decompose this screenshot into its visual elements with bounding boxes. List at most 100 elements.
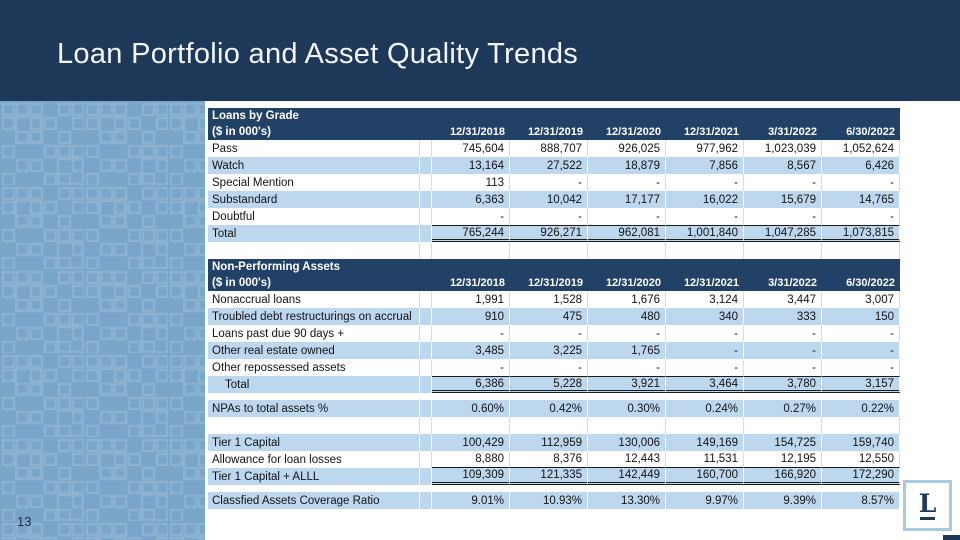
table-row: Total 6,386 5,228 3,921 3,464 3,780 3,157 [208, 376, 900, 393]
row-label: Troubled debt restructurings on accrual [208, 308, 420, 325]
cell-value: 480 [588, 308, 666, 325]
table-row: Troubled debt restructurings on accrual 9… [208, 308, 900, 325]
cell-value: 6,363 [432, 191, 510, 208]
cell-value: 1,528 [510, 291, 588, 308]
cell-value: 150 [822, 308, 900, 325]
cell-value: 159,740 [822, 434, 900, 451]
cell-value: 3,447 [744, 291, 822, 308]
cell-value [822, 242, 900, 259]
cell-value: 3,485 [432, 342, 510, 359]
spacer-cell [420, 208, 432, 225]
column-header: 3/31/2022 [768, 277, 817, 289]
table-row: Tier 1 Capital 100,429 112,959 130,006 149,1… [208, 434, 900, 451]
cell-value: 8,376 [510, 451, 588, 468]
cell-value: 12,443 [588, 451, 666, 468]
spacer-cell [420, 468, 432, 485]
cell-value: 6,386 [432, 376, 510, 393]
cell-value: 9.01% [432, 492, 510, 509]
table-header-columns-row: ($ in 000's) 12/31/2018 12/31/2019 12/31/20… [208, 275, 900, 291]
cell-value [744, 242, 822, 259]
spacer-cell [420, 492, 432, 509]
cell-value: 14,765 [822, 191, 900, 208]
cell-value: - [432, 359, 510, 376]
table-row: Doubtful - - - - - - [208, 208, 900, 225]
cell-value: - [822, 342, 900, 359]
financial-tables-sheet: Loans by Grade ($ in 000's) 12/31/2018 12/3… [208, 108, 900, 509]
blank-row [208, 417, 900, 434]
row-label: Tier 1 Capital [208, 434, 420, 451]
cell-value: 962,081 [588, 225, 666, 242]
cell-value: - [666, 325, 744, 342]
table-row: Tier 1 Capital + ALLL 109,309 121,335 142,4… [208, 468, 900, 485]
row-label: Nonaccrual loans [208, 291, 420, 308]
table-row: Special Mention 113- - - - - [208, 174, 900, 191]
logo-underline-bar [920, 516, 935, 520]
gap-row [208, 485, 900, 492]
cell-value: 1,991 [432, 291, 510, 308]
cell-value: - [432, 325, 510, 342]
cell-value: 100,429 [432, 434, 510, 451]
cell-value: - [588, 174, 666, 191]
table-row: Pass 745,604 888,707 926,025 977,962 1,023,03… [208, 140, 900, 157]
spacer-cell [420, 325, 432, 342]
spacer-cell [420, 140, 432, 157]
cell-value: 10.93% [510, 492, 588, 509]
cell-value [822, 417, 900, 434]
row-label: Other repossessed assets [208, 359, 420, 376]
cell-value: 7,856 [666, 157, 744, 174]
left-decor-panel: 13 [0, 101, 205, 540]
cell-value: - [744, 359, 822, 376]
row-label: Pass [208, 140, 420, 157]
cell-value: 3,157 [822, 376, 900, 393]
row-label: NPAs to total assets % [208, 400, 420, 417]
cell-value: 1,765 [588, 342, 666, 359]
blank-row [208, 242, 900, 259]
cell-value: - [432, 208, 510, 225]
row-label [208, 242, 420, 259]
column-header: 12/31/2019 [527, 277, 583, 289]
cell-value: 9.39% [744, 492, 822, 509]
row-label: Other real estate owned [208, 342, 420, 359]
spacer-cell [420, 124, 432, 140]
fret-pattern-graphic [0, 101, 205, 540]
cell-value: - [588, 208, 666, 225]
cell-value: 154,725 [744, 434, 822, 451]
cell-value: - [510, 208, 588, 225]
cell-value: 142,449 [588, 468, 666, 485]
cell-value: 888,707 [510, 140, 588, 157]
spacer-cell [420, 376, 432, 393]
cell-value: 6,426 [822, 157, 900, 174]
cell-value: 11,531 [666, 451, 744, 468]
table-header-title-row: Non-Performing Assets [208, 259, 900, 275]
cell-value: 333 [744, 308, 822, 325]
cell-value: - [666, 174, 744, 191]
spacer-cell [420, 451, 432, 468]
title-band: Loan Portfolio and Asset Quality Trends [0, 0, 960, 101]
table-header-columns-row: ($ in 000's) 12/31/2018 12/31/2019 12/31/20… [208, 124, 900, 140]
spacer-cell [420, 275, 432, 291]
cell-value: 13.30% [588, 492, 666, 509]
spacer-cell [420, 308, 432, 325]
column-header: 12/31/2020 [605, 277, 661, 289]
spacer-cell [420, 242, 432, 259]
column-header: 12/31/2018 [449, 277, 505, 289]
cell-value: - [510, 359, 588, 376]
cell-value [510, 242, 588, 259]
row-label: Tier 1 Capital + ALLL [208, 468, 420, 485]
cell-value: 3,921 [588, 376, 666, 393]
cell-value: 172,290 [822, 468, 900, 485]
cell-value: 112,959 [510, 434, 588, 451]
cell-value: 9.97% [666, 492, 744, 509]
cell-value: 113 [432, 174, 510, 191]
column-header: 12/31/2019 [527, 126, 583, 138]
logo-letter: L [918, 488, 937, 518]
spacer-cell [420, 434, 432, 451]
spacer-cell [420, 225, 432, 242]
cell-value: 3,225 [510, 342, 588, 359]
cell-value: 926,271 [510, 225, 588, 242]
cell-value [744, 417, 822, 434]
cell-value: 1,676 [588, 291, 666, 308]
cell-value: 1,052,624 [822, 140, 900, 157]
cell-value: 1,001,840 [666, 225, 744, 242]
